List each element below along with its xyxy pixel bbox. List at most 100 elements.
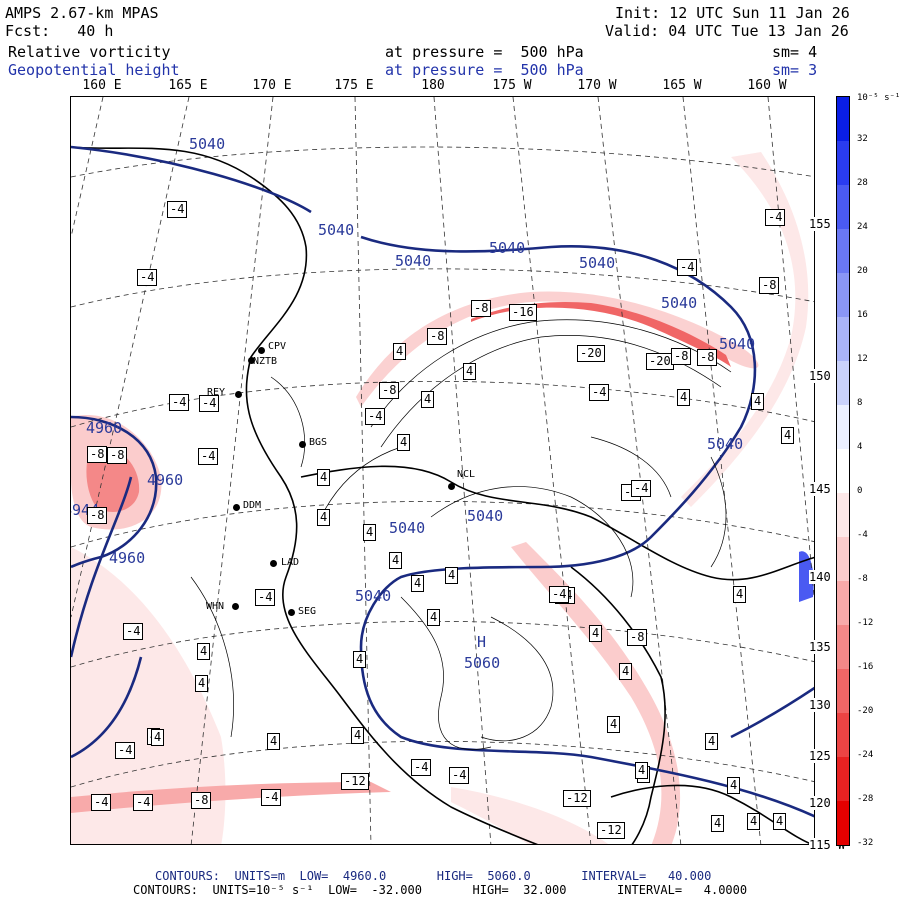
station-dot[interactable] [233,504,240,511]
colorbar-label: -24 [857,750,874,760]
station-label: BGS [309,437,328,448]
colorbar-cell [837,713,849,757]
vort-label: -4 [123,623,144,640]
vort-label: -4 [198,448,219,465]
station-dot[interactable] [232,603,239,610]
colorbar-cell [837,801,849,845]
vort-label: -4 [169,394,190,411]
field1-smoothing: sm= 4 [772,43,818,61]
vort-sw-band [71,547,226,844]
colorbar-label: -32 [857,838,874,848]
vort-label: 4 [427,609,441,626]
height-label: 5040 [355,587,392,605]
lon-tick: 170 E [252,78,292,93]
vort-label: -12 [597,822,625,839]
colorbar-label: 24 [857,222,868,232]
vort-label: -4 [255,589,276,606]
vort-label: 4 [317,469,331,486]
vort-label: -16 [509,304,537,321]
colorbar-cell [837,757,849,801]
colorbar-label: -20 [857,706,874,716]
vort-label: 4 [351,727,365,744]
vort-label: -20 [577,345,605,362]
station-dot[interactable] [299,441,306,448]
colorbar-unit: 10⁻⁵ s⁻¹ [857,93,900,103]
vorticity-contours [190,319,732,750]
model-title: AMPS 2.67-km MPAS [5,4,159,22]
vort-label: -4 [261,789,282,806]
colorbar-cell [837,449,849,493]
lon-tick: 175 E [334,78,374,93]
station-dot[interactable] [270,560,277,567]
colorbar-cell [837,625,849,669]
vort-label: 4 [463,363,477,380]
colorbar-cell [837,273,849,317]
height-label: 5040 [661,294,698,312]
vort-label: 4 [677,389,691,406]
height-label: 5040 [489,239,526,257]
high-value: 5060 [464,654,501,672]
station-dot[interactable] [235,391,242,398]
field2-smoothing: sm= 3 [772,61,818,79]
colorbar-cell [837,317,849,361]
lon-tick: 160 W [747,78,787,93]
vort-label: 4 [411,575,425,592]
vort-label: -8 [697,349,718,366]
vort-label: -8 [427,328,448,345]
colorbar-label: 8 [857,398,863,408]
vort-label: -8 [107,447,128,464]
vort-label: 4 [151,729,165,746]
vort-label: 4 [619,663,633,680]
vort-label: -4 [91,794,112,811]
colorbar-label: 16 [857,310,868,320]
vort-label: 4 [733,586,747,603]
colorbar-cell [837,669,849,713]
vort-label: -8 [471,300,492,317]
station-dot[interactable] [288,609,295,616]
vort-label: -4 [133,794,154,811]
station-label: DDM [243,500,262,511]
footer-height-contours: CONTOURS: UNITS=m LOW= 4960.0 HIGH= 5060… [155,869,712,883]
forecast-hour: Fcst: 40 h [5,22,114,40]
station-dot[interactable] [448,483,455,490]
station-dot[interactable] [258,347,265,354]
colorbar-cell [837,185,849,229]
vort-label: 4 [589,625,603,642]
vort-label: 4 [267,733,281,750]
vort-label: -4 [549,586,570,603]
vort-label: 4 [635,762,649,779]
station-label: REY [207,387,226,398]
coastline [71,146,814,844]
station-label: CPV [268,341,287,352]
vort-label: -4 [449,767,470,784]
vort-label: -4 [167,201,188,218]
colorbar-label: -28 [857,794,874,804]
init-time: Init: 12 UTC Sun 11 Jan 26 [615,4,850,22]
vort-label: 4 [711,815,725,832]
lon-tick: 170 W [577,78,617,93]
height-label: 5040 [389,519,426,537]
colorbar [836,96,850,846]
height-label: 4960 [86,419,123,437]
vort-label: 4 [389,552,403,569]
height-label: 5040 [318,221,355,239]
vort-blue-spot [799,551,814,602]
station-label: WHN [206,601,225,612]
footer-vorticity-contours: CONTOURS: UNITS=10⁻⁵ s⁻¹ LOW= -32.000 HI… [133,883,748,897]
vort-label: -12 [563,790,591,807]
station-dot[interactable] [248,357,255,364]
lon-tick: 165 W [662,78,702,93]
vort-label: -8 [627,629,648,646]
vort-east-arc [681,152,809,507]
vort-label: 4 [421,391,435,408]
map-panel[interactable]: 5040 5040 5040 5040 5040 5040 5040 5040 … [70,96,815,845]
vort-label: 4 [363,524,377,541]
map-svg [71,97,814,844]
height-label: 4960 [147,471,184,489]
vort-label: 4 [397,434,411,451]
field2-level: at pressure = 500 hPa [385,61,584,79]
height-label: 4960 [109,549,146,567]
vort-label: -8 [379,382,400,399]
vort-label: 4 [195,675,209,692]
vort-label: 4 [727,777,741,794]
